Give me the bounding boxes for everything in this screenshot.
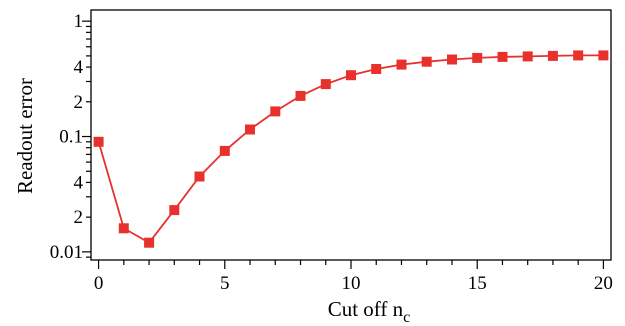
x-tick-label: 5 xyxy=(220,273,230,294)
series-layer xyxy=(93,50,609,248)
data-point xyxy=(547,50,558,61)
y-tick-label: 4 xyxy=(74,57,84,78)
plot-frame xyxy=(90,9,612,261)
data-point xyxy=(346,70,356,81)
y-tick-label: 0.1 xyxy=(59,127,83,148)
data-point xyxy=(371,64,382,74)
plot-border xyxy=(90,9,612,261)
y-tick-label: 2 xyxy=(74,207,84,228)
x-tick-label: 20 xyxy=(594,273,613,294)
x-axis-label-subscript: c xyxy=(403,309,410,326)
x-axis-label-symbol: n xyxy=(393,297,404,321)
y-tick-label: 0.01 xyxy=(50,242,83,263)
x-tick-label: 0 xyxy=(94,273,104,294)
data-point xyxy=(447,54,457,65)
data-point xyxy=(144,237,155,248)
x-axis-label-text: Cut off xyxy=(328,297,388,321)
data-point xyxy=(497,51,508,62)
x-tick-label: 10 xyxy=(342,273,361,294)
y-tick-label: 1 xyxy=(74,11,84,32)
data-point xyxy=(573,50,584,61)
data-point xyxy=(219,145,230,156)
data-point xyxy=(396,59,407,70)
x-axis-label: Cut off nc xyxy=(328,297,411,326)
data-point xyxy=(522,51,533,62)
data-point xyxy=(93,136,104,147)
data-point xyxy=(169,205,180,216)
x-axis-ticks: 0 5 10 15 20 xyxy=(94,260,613,294)
data-point xyxy=(295,90,306,101)
data-point xyxy=(421,56,432,67)
data-point xyxy=(194,171,205,182)
y-tick-label: 2 xyxy=(74,92,84,113)
y-axis-ticks: 0.01 2 4 0.1 2 4 1 xyxy=(50,11,91,263)
y-tick-label: 4 xyxy=(74,172,84,193)
data-point xyxy=(472,52,483,63)
y-axis-label: Readout error xyxy=(13,78,37,194)
data-point xyxy=(118,223,129,234)
x-tick-label: 15 xyxy=(468,273,487,294)
data-point xyxy=(598,50,609,61)
data-point xyxy=(245,124,255,135)
data-point xyxy=(320,79,331,90)
data-point xyxy=(270,106,281,117)
